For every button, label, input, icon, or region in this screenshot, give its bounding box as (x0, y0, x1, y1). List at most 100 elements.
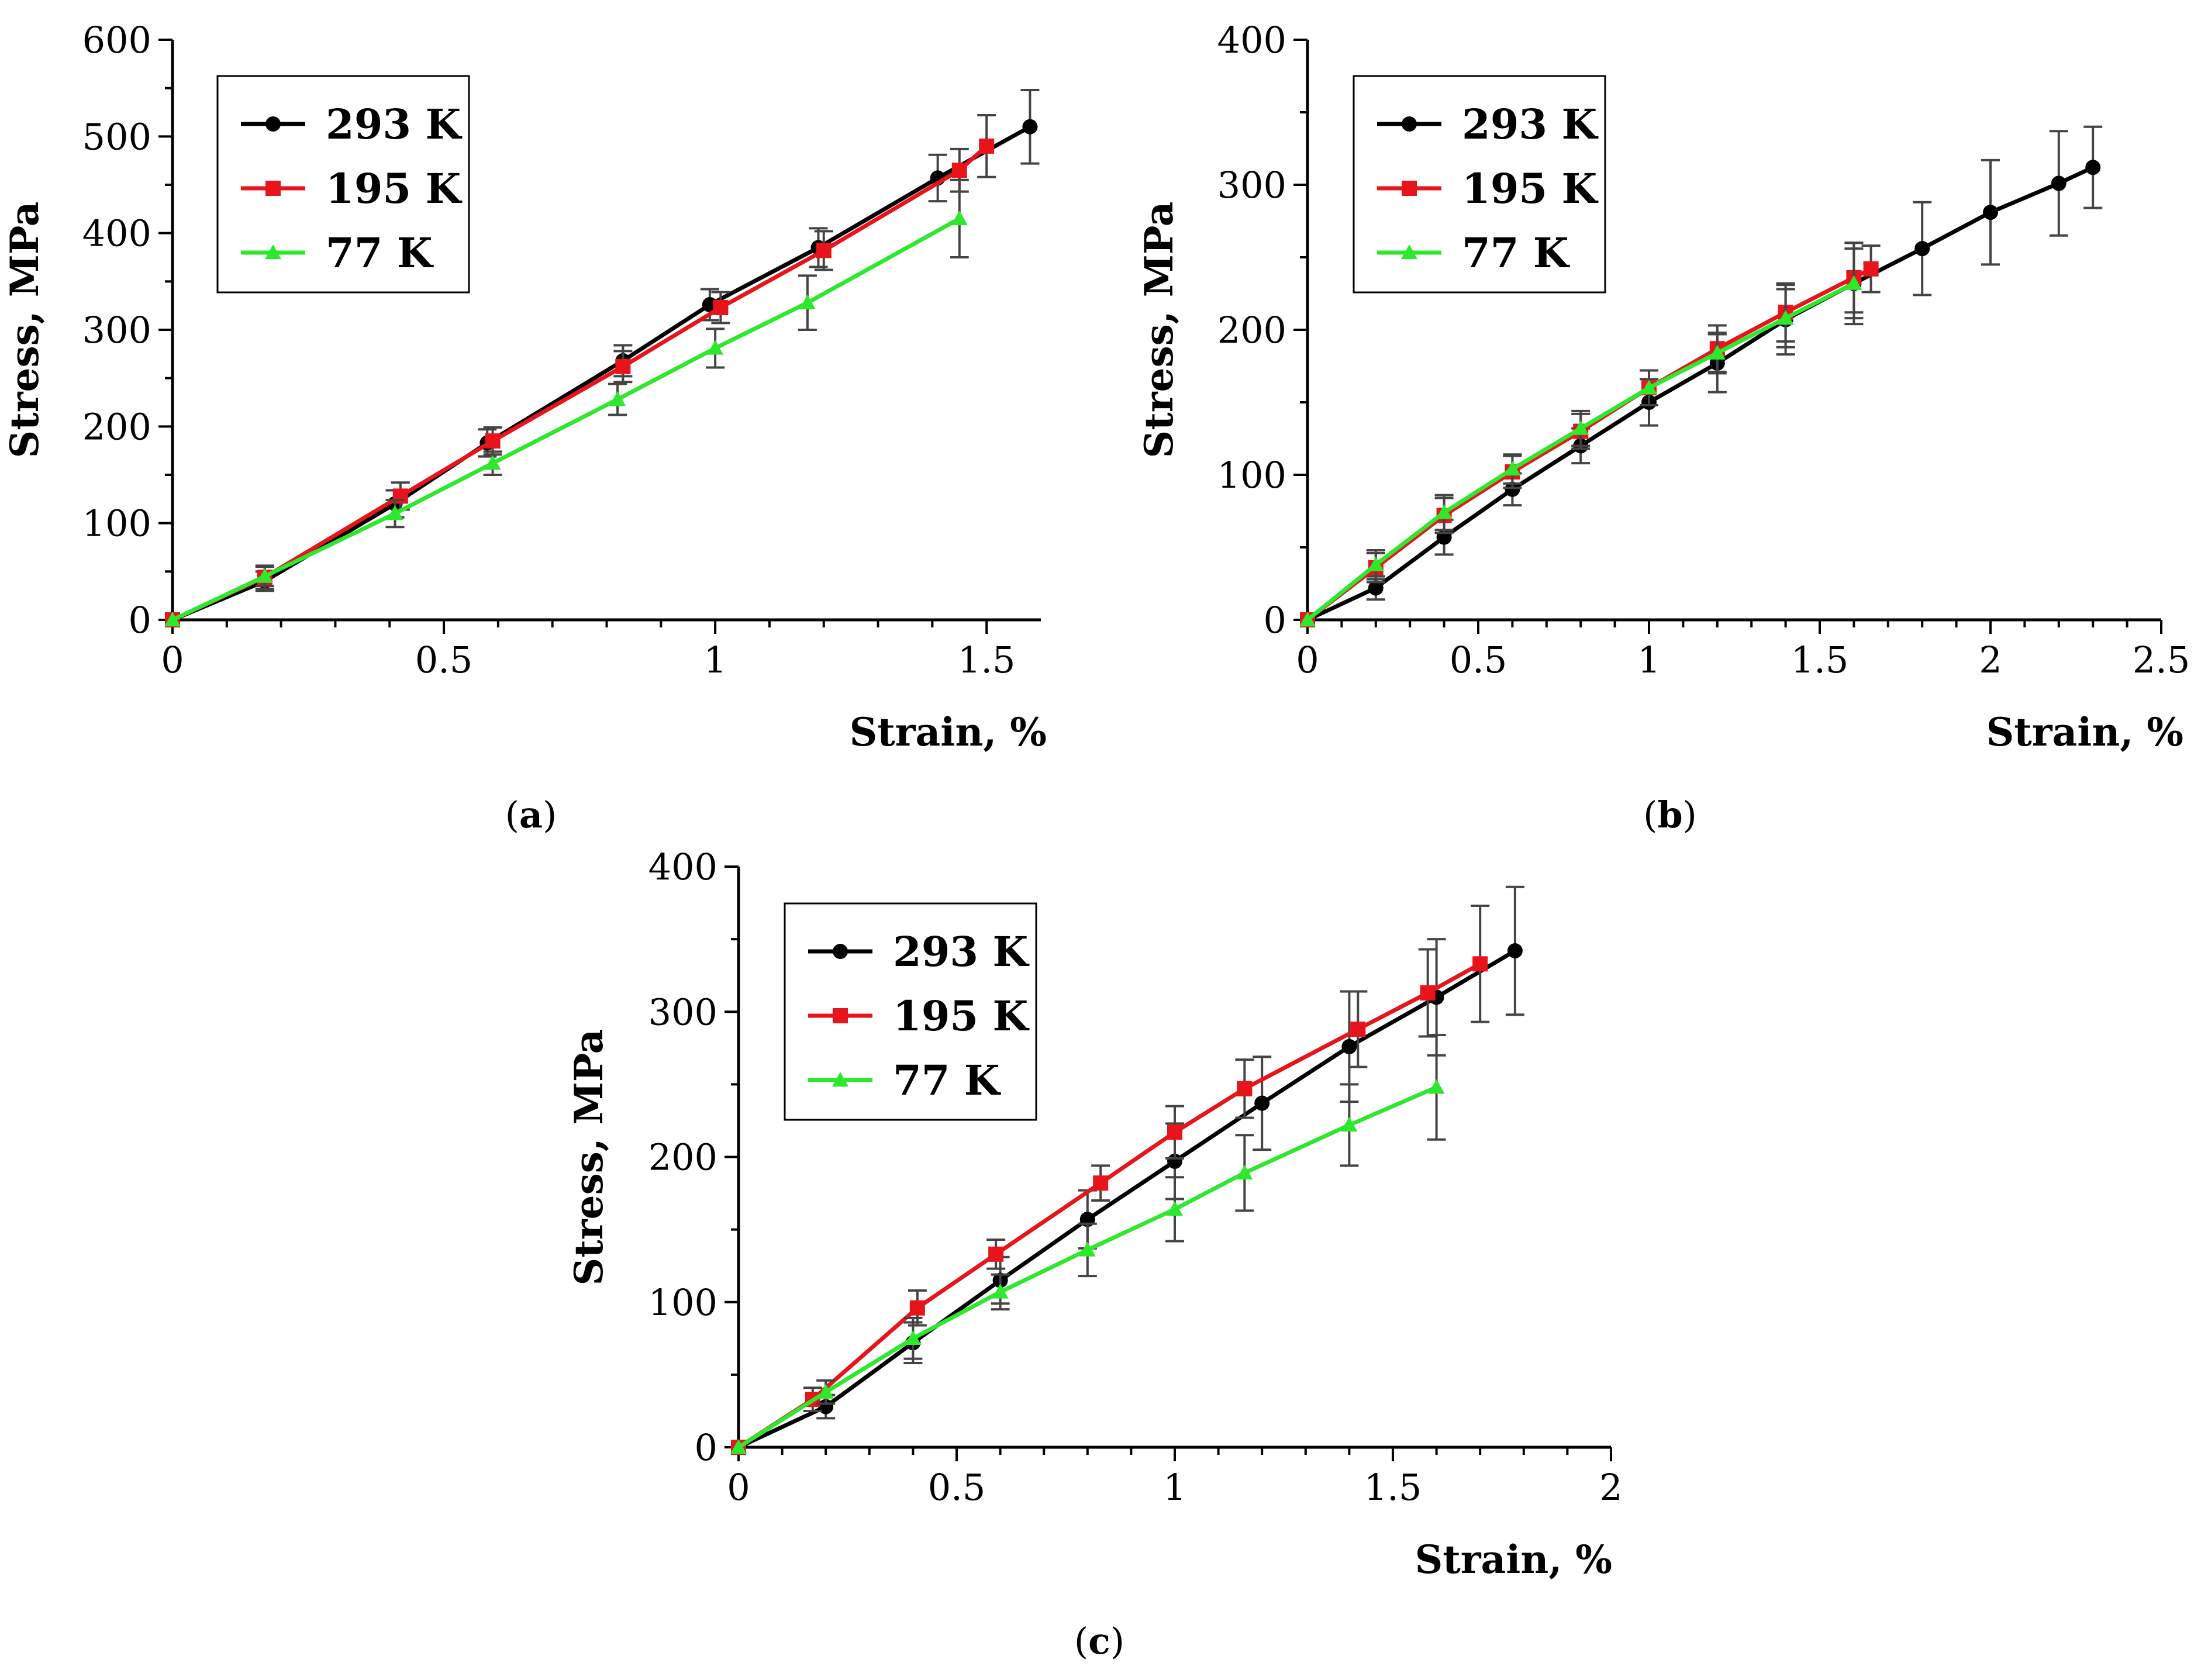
data-point (1505, 481, 1520, 497)
data-point (615, 358, 631, 374)
data-point (1299, 612, 1316, 627)
data-point (992, 1284, 1009, 1299)
data-point (707, 340, 724, 355)
legend-label: 77 K (893, 1056, 1001, 1105)
data-point (909, 1300, 925, 1316)
data-point (799, 294, 816, 309)
y-axis-title: Stress, MPa (1136, 202, 1182, 458)
y-tick-label: 500 (82, 115, 151, 158)
y-tick-label: 300 (1217, 164, 1286, 206)
panel-caption: (b) (1643, 794, 1697, 836)
x-tick-label: 0.5 (415, 639, 473, 681)
legend-box (1353, 75, 1606, 294)
y-tick-label: 400 (1217, 19, 1286, 61)
series-195k (1300, 242, 1881, 627)
x-tick-label: 2 (1599, 1466, 1622, 1509)
data-point (1254, 1095, 1270, 1111)
legend-marker (1402, 181, 1417, 196)
data-point (1368, 580, 1384, 596)
series-77k (1299, 247, 1864, 627)
legend-marker (833, 944, 848, 959)
x-axis-title: Strain, % (1986, 709, 2183, 755)
data-point (2051, 175, 2067, 191)
data-point (485, 433, 501, 449)
legend: 293 K 195 K 77 K (1353, 75, 1606, 294)
y-tick-label: 100 (82, 502, 151, 545)
legend-marker (265, 181, 281, 196)
y-tick-label: 100 (648, 1281, 717, 1324)
legend-label: 195 K (326, 164, 462, 213)
data-point (1236, 1164, 1253, 1180)
data-point (905, 1330, 922, 1346)
series-77k (164, 178, 969, 627)
data-point (1777, 310, 1794, 325)
data-point (1845, 275, 1862, 290)
x-tick-label: 0.5 (928, 1466, 986, 1509)
legend-box (784, 902, 1037, 1121)
data-point (1914, 241, 1930, 257)
panel-caption: (c) (1074, 1620, 1124, 1662)
legend: 293 K 195 K 77 K (784, 902, 1037, 1121)
legend-label: 77 K (1462, 229, 1570, 277)
x-tick-label: 1 (1637, 639, 1660, 681)
y-tick-label: 400 (82, 212, 151, 255)
legend-marker (265, 116, 281, 132)
x-tick-label: 1.5 (1791, 639, 1849, 681)
data-point (979, 138, 995, 154)
series-line (171, 216, 961, 622)
legend-label: 195 K (1462, 164, 1598, 213)
data-point (1472, 956, 1488, 972)
data-point (1641, 380, 1657, 395)
data-point (1709, 344, 1726, 360)
x-tick-label: 0.5 (1450, 639, 1507, 681)
series-line (737, 962, 1481, 1449)
x-tick-label: 0 (727, 1466, 750, 1509)
data-point (1863, 261, 1879, 277)
data-point (1507, 943, 1523, 958)
y-axis-title: Stress, MPa (566, 1029, 612, 1286)
data-point (1093, 1175, 1109, 1191)
y-tick-label: 300 (648, 991, 717, 1033)
data-point (1167, 1201, 1183, 1216)
series-line (737, 948, 1516, 1450)
series-77k (730, 1033, 1446, 1454)
x-tick-label: 0 (1296, 639, 1319, 681)
data-point (387, 505, 403, 520)
data-point (988, 1246, 1004, 1262)
legend-marker (1402, 116, 1417, 132)
legend-label: 77 K (326, 229, 434, 277)
data-point (1428, 1079, 1445, 1094)
data-point (2085, 160, 2101, 175)
data-point (1341, 1039, 1357, 1054)
data-point (1572, 420, 1589, 435)
panel-a-chart: 0 100 200 300 400 500 600 0 0.5 1 1.5 Strain, % Stre… (2, 19, 1047, 836)
legend-box (216, 75, 470, 294)
legend-marker (832, 1072, 848, 1087)
data-point (951, 210, 968, 226)
panel-caption: (a) (505, 794, 557, 836)
y-tick-label: 0 (1264, 599, 1286, 641)
panel-c-chart: 0 100 200 300 400 0 0.5 1 1.5 2 Strain, % Stress, M… (566, 846, 1623, 1662)
x-axis-title: Strain, % (850, 709, 1047, 755)
x-tick-label: 2 (1979, 639, 2002, 681)
y-tick-label: 0 (695, 1426, 717, 1469)
data-point (484, 455, 501, 470)
legend-marker (265, 244, 281, 260)
y-tick-label: 200 (82, 405, 151, 448)
x-tick-label: 0 (161, 639, 184, 681)
data-point (1983, 205, 1998, 220)
data-point (1237, 1081, 1253, 1096)
data-point (256, 568, 273, 583)
legend-label: 195 K (893, 992, 1029, 1040)
y-tick-label: 400 (648, 846, 717, 888)
y-axis-title: Stress, MPa (2, 202, 47, 458)
data-point (1367, 556, 1384, 571)
x-axis-title: Strain, % (1415, 1537, 1612, 1582)
data-point (951, 163, 967, 178)
y-tick-label: 0 (129, 599, 151, 641)
data-point (713, 299, 729, 315)
legend-label: 293 K (1462, 100, 1598, 149)
x-tick-label: 1.5 (958, 639, 1016, 681)
y-tick-label: 300 (82, 309, 151, 351)
x-tick-label: 1 (703, 639, 726, 681)
